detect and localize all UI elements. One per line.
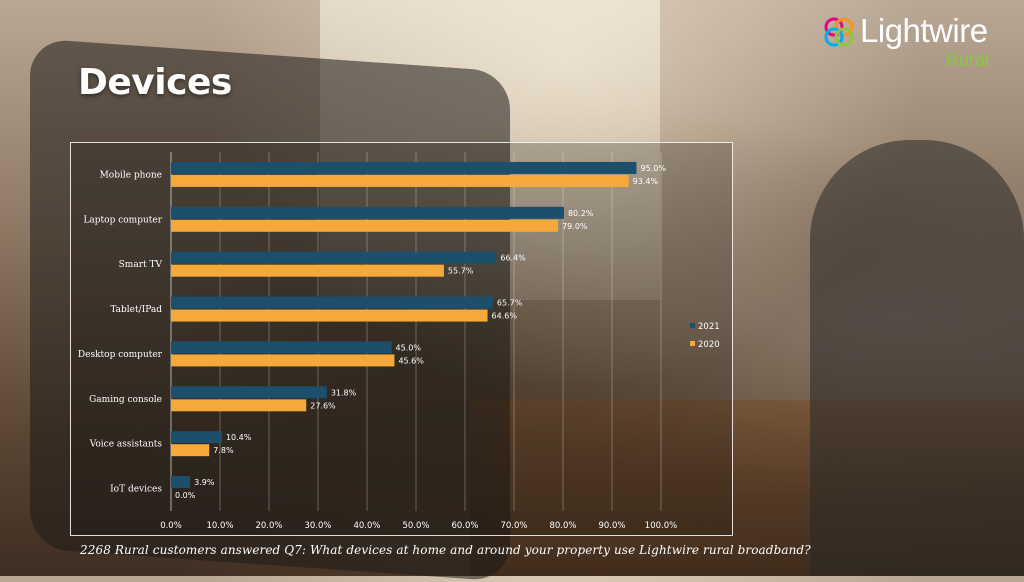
data-label: 27.6%	[310, 401, 336, 410]
logo-wordmark: Lightwire	[860, 12, 988, 49]
x-tick-label: 50.0%	[402, 521, 429, 531]
data-label: 45.0%	[396, 343, 422, 352]
data-label: 64.6%	[492, 312, 518, 321]
category-label: IoT devices	[110, 485, 162, 495]
x-tick-label: 10.0%	[206, 521, 233, 531]
category-label: Voice assistants	[89, 440, 163, 450]
bar-chart: 0.0% 10.0% 20.0% 30.0% 40.0% 50.0% 60.0% 70.0% 8…	[78, 152, 720, 531]
legend-label: 2021	[698, 322, 720, 332]
x-tick-label: 40.0%	[353, 521, 380, 531]
legend-label: 2020	[698, 340, 720, 350]
data-label: 66.4%	[500, 254, 526, 263]
bar-2020	[171, 174, 629, 187]
bar-2020	[171, 219, 559, 232]
data-label: 0.0%	[175, 491, 196, 500]
logo-subtitle: Rural	[946, 50, 990, 70]
x-tick-label: 60.0%	[451, 521, 478, 531]
bar-2021	[171, 476, 191, 489]
x-tick-label: 70.0%	[500, 521, 527, 531]
data-label: 80.2%	[568, 209, 594, 218]
data-label: 95.0%	[641, 164, 667, 173]
bar-2021	[171, 341, 392, 354]
bar-2021	[171, 431, 222, 444]
legend-swatch-2020	[690, 341, 695, 346]
category-label: Smart TV	[119, 260, 163, 270]
data-label: 3.9%	[194, 478, 215, 487]
bar-2020	[171, 444, 210, 457]
x-tick-label: 30.0%	[304, 521, 331, 531]
category-label: Gaming console	[89, 395, 162, 405]
page-title: Devices	[78, 62, 232, 103]
survey-caption: 2268 Rural customers answered Q7: What d…	[80, 543, 811, 557]
data-label: 7.8%	[213, 446, 234, 455]
bar-2020	[171, 309, 488, 322]
data-label: 10.4%	[226, 433, 252, 442]
data-label: 45.6%	[398, 356, 424, 365]
category-label: Desktop computer	[78, 350, 163, 360]
x-tick-label: 80.0%	[549, 521, 576, 531]
bar-2021	[171, 206, 564, 219]
x-tick-label: 90.0%	[598, 521, 625, 531]
data-label: 93.4%	[633, 177, 659, 186]
bar-2021	[171, 251, 497, 264]
lightwire-logo: Lightwire Rural	[822, 10, 1002, 72]
data-label: 65.7%	[497, 299, 523, 308]
data-label: 79.0%	[562, 222, 588, 231]
bar-2020	[171, 354, 395, 367]
chart-frame: 0.0% 10.0% 20.0% 30.0% 40.0% 50.0% 60.0% 70.0% 8…	[70, 142, 733, 536]
background-person	[810, 140, 1024, 576]
category-label: Mobile phone	[100, 170, 162, 180]
bar-2021	[171, 296, 493, 309]
data-label: 55.7%	[448, 267, 474, 276]
x-tick-label: 20.0%	[255, 521, 282, 531]
bar-2020	[171, 399, 307, 412]
legend-swatch-2021	[690, 323, 695, 328]
logo-mark-icon	[824, 17, 854, 47]
bar-2021	[171, 386, 327, 399]
data-label: 31.8%	[331, 388, 357, 397]
bar-2020	[171, 264, 444, 277]
x-tick-label: 100.0%	[645, 521, 677, 531]
category-label: Tablet/IPad	[110, 305, 162, 315]
x-tick-label: 0.0%	[160, 521, 182, 531]
bar-2021	[171, 161, 637, 174]
category-label: Laptop computer	[83, 215, 162, 225]
